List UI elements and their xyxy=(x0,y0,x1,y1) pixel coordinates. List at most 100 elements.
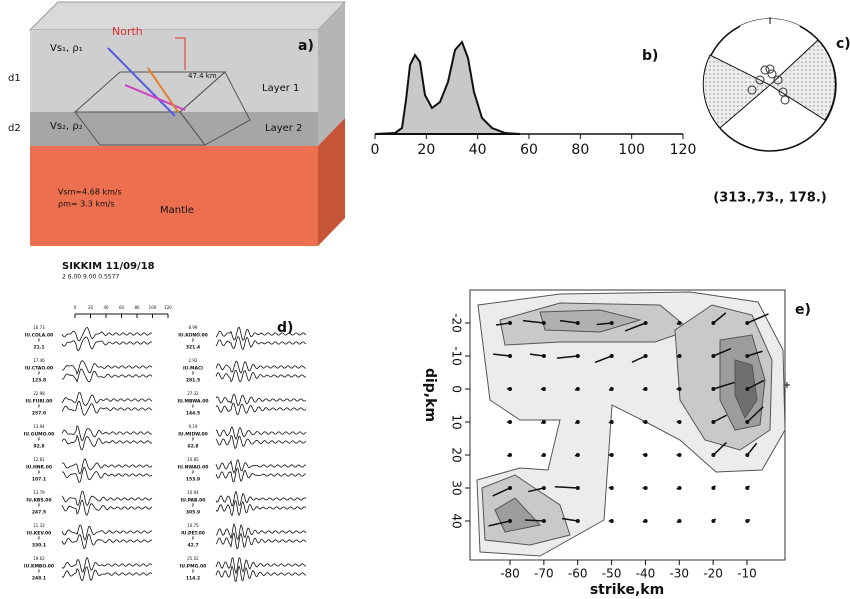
x-tick-label: -60 xyxy=(568,567,588,581)
grid-node xyxy=(677,387,682,391)
mechanism-label: (313.,73., 178.) xyxy=(713,191,826,206)
layer-properties: Vs₁, ρ₁ xyxy=(50,43,83,54)
slip-vector xyxy=(713,414,728,423)
grid-node xyxy=(575,453,580,457)
scale-tick-label: 80 xyxy=(134,305,140,310)
x-tick-label: 120 xyxy=(670,142,697,158)
grid-node xyxy=(609,387,614,391)
slip-vector xyxy=(631,355,646,363)
station-azimuth: 330.1 xyxy=(32,543,46,549)
x-tick-label: 40 xyxy=(469,142,487,158)
panel-label: b) xyxy=(642,48,658,64)
station-name: IU.KONO.00 xyxy=(178,333,208,339)
x-tick-label: -50 xyxy=(602,567,622,581)
waveform xyxy=(61,392,153,406)
grid-node xyxy=(541,519,546,523)
slip-vector xyxy=(496,322,511,326)
scale-tick-label: 120 xyxy=(164,305,172,310)
grid-node xyxy=(541,486,546,490)
scale-tick-label: 100 xyxy=(149,305,157,310)
waveform xyxy=(215,490,307,508)
grid-node xyxy=(508,486,512,490)
waveform xyxy=(61,400,153,416)
grid-node xyxy=(541,387,546,391)
waveform xyxy=(215,393,307,407)
station-phase: P xyxy=(192,503,195,508)
grid-node xyxy=(575,486,580,490)
station-phase: P xyxy=(38,536,41,541)
y-tick-label: -20 xyxy=(450,313,464,333)
station-phase: P xyxy=(38,338,41,343)
station-phase: P xyxy=(192,536,195,541)
station-phase: P xyxy=(192,371,195,376)
grid-node xyxy=(508,354,512,358)
waveform xyxy=(215,326,307,342)
grid-node xyxy=(711,453,716,457)
station-name: IU.PET.00 xyxy=(181,531,205,537)
x-tick-label: 0 xyxy=(371,142,380,158)
station-azimuth: 92.8 xyxy=(33,444,44,450)
y-tick-label: 30 xyxy=(450,480,464,495)
scale-tick-label: 40 xyxy=(103,305,109,310)
grid-node xyxy=(508,453,512,457)
station-azimuth: 21.1 xyxy=(33,345,44,351)
x-tick-label: 100 xyxy=(618,142,645,158)
y-axis-label: dip,km xyxy=(422,368,438,422)
grid-node xyxy=(745,519,750,523)
grid-node xyxy=(643,354,648,358)
waveform xyxy=(61,466,153,483)
waveform xyxy=(61,499,153,516)
grid-node xyxy=(609,321,614,325)
grid-node xyxy=(745,486,750,490)
grid-node xyxy=(508,519,512,523)
grid-node xyxy=(541,354,546,358)
mantle-velocity: Vsm=4.68 km/s xyxy=(58,188,122,197)
layer-properties: Vs₂, ρ₂ xyxy=(50,121,83,132)
distance-label: 47.4 km xyxy=(188,72,217,80)
station-amp: 27.32 xyxy=(187,391,199,396)
station-azimuth: 305.9 xyxy=(186,510,200,516)
panel-label: a) xyxy=(298,38,314,54)
grid-node xyxy=(643,387,648,391)
station-phase: P xyxy=(38,437,41,442)
station-name: IU.COLA.00 xyxy=(25,333,54,339)
grid-node xyxy=(609,519,614,523)
station-name: IU.CTAO.00 xyxy=(25,366,53,372)
grid-node xyxy=(575,387,580,391)
waveform xyxy=(215,360,306,374)
station-phase: P xyxy=(38,371,41,376)
station-name: IU.GUMO.00 xyxy=(24,432,55,438)
scale-tick-label: 60 xyxy=(119,305,125,310)
waveform xyxy=(62,368,153,384)
panel-label: d) xyxy=(277,320,293,336)
station-amp: 10.73 xyxy=(33,325,45,330)
station-phase: P xyxy=(38,404,41,409)
x-tick-label: -70 xyxy=(534,567,554,581)
x-tick-label: -30 xyxy=(669,567,689,581)
station-amp: 11.33 xyxy=(33,523,45,528)
event-params: 2 6.00 9.00 0.5577 xyxy=(62,274,119,281)
x-tick-label: -40 xyxy=(636,567,656,581)
slip-vector xyxy=(713,381,735,390)
grid-node xyxy=(643,321,648,325)
grid-node xyxy=(609,453,614,457)
mantle-density: ρm= 3.3 km/s xyxy=(58,200,115,209)
station-amp: 10.85 xyxy=(187,457,199,462)
waveform xyxy=(215,402,307,416)
y-tick-label: -10 xyxy=(450,346,464,366)
station-amp: 10.94 xyxy=(187,490,199,495)
waveform xyxy=(61,360,153,376)
y-tick-label: 20 xyxy=(450,447,464,462)
slip-vector xyxy=(746,379,765,390)
slip-vector xyxy=(492,487,511,497)
grid-node xyxy=(745,387,750,391)
station-amp: 8.99 xyxy=(189,325,198,330)
waveform xyxy=(61,425,153,442)
y-tick-label: 40 xyxy=(450,513,464,528)
grid-node xyxy=(508,420,512,424)
grid-node xyxy=(745,420,750,424)
station-name: IU.MIDW.00 xyxy=(178,432,208,438)
x-tick-label: -20 xyxy=(703,567,723,581)
grid-node xyxy=(711,519,716,523)
panel-label: e) xyxy=(795,302,811,318)
